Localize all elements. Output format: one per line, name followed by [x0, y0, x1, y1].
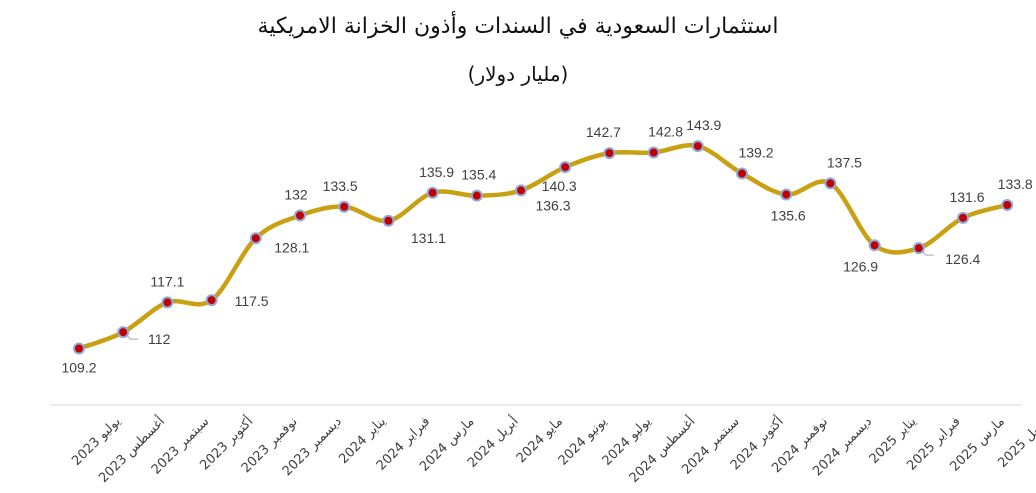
data-label: 135.4 — [461, 167, 496, 183]
data-point — [470, 189, 483, 202]
data-label: 132 — [284, 187, 308, 203]
chart-subtitle: (مليار دولار) — [467, 62, 569, 86]
data-point — [1001, 199, 1014, 212]
data-label: 142.7 — [586, 124, 621, 140]
data-point — [161, 296, 174, 309]
data-point — [957, 211, 969, 224]
data-label: 131.1 — [411, 230, 446, 246]
data-point — [824, 177, 837, 190]
data-label: 139.2 — [738, 145, 773, 161]
data-label: 131.6 — [949, 189, 984, 205]
data-label: 128.1 — [274, 239, 309, 255]
data-label: 117.5 — [235, 293, 269, 309]
data-point — [426, 186, 439, 199]
data-point — [205, 294, 218, 307]
data-label: 140.3 — [542, 178, 577, 194]
data-point — [647, 146, 660, 159]
data-label: 126.9 — [843, 258, 878, 274]
data-label: 142.8 — [648, 124, 683, 140]
data-point — [603, 147, 616, 160]
data-label: 135.9 — [419, 164, 454, 180]
data-point — [868, 239, 881, 252]
data-label: 117.1 — [150, 273, 184, 289]
data-label: 137.5 — [827, 154, 862, 170]
data-label: 126.4 — [945, 251, 980, 267]
data-point — [691, 140, 704, 153]
data-point — [559, 161, 572, 174]
data-point — [736, 167, 748, 180]
data-point — [382, 214, 395, 227]
data-point — [912, 242, 925, 255]
data-label: 112 — [148, 331, 171, 347]
data-label: 109.2 — [61, 360, 96, 376]
data-point — [515, 184, 527, 197]
data-point — [294, 209, 306, 222]
chart-title: استثمارات السعودية في السندات وأذون الخز… — [257, 14, 779, 39]
data-point — [73, 342, 85, 355]
data-point — [780, 188, 793, 201]
data-label: 136.3 — [535, 197, 570, 213]
data-label: 143.9 — [686, 117, 721, 133]
data-label: 133.8 — [998, 176, 1033, 192]
data-point — [117, 326, 130, 339]
series-line — [78, 143, 1008, 351]
data-point — [249, 232, 262, 245]
data-point — [338, 200, 351, 213]
data-label: 133.5 — [323, 178, 358, 194]
data-label: 135.6 — [771, 208, 806, 224]
